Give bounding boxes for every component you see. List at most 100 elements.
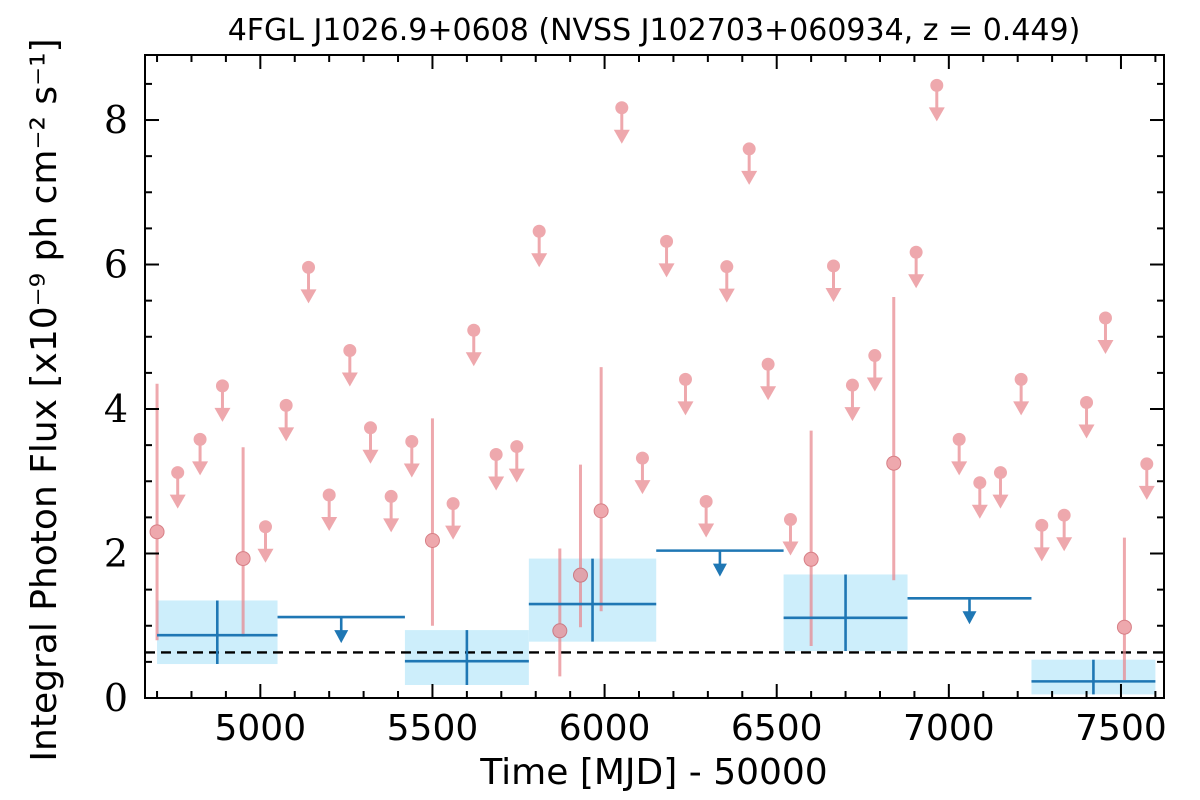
detection-point	[552, 623, 568, 639]
short-bin-upper-limit	[992, 466, 1009, 509]
short-bin-upper-limit	[278, 398, 295, 442]
upper-limit-arrow	[192, 461, 209, 476]
short-bin-upper-limit	[634, 451, 651, 495]
short-bin-upper-limit	[169, 466, 186, 509]
upper-limit-point	[993, 466, 1007, 480]
short-bin-upper-limit	[1013, 372, 1030, 416]
long-bin-upper-limit	[907, 596, 1032, 625]
long-bin-detection	[157, 600, 278, 665]
upper-limit-point	[489, 448, 503, 462]
upper-limit-point	[1080, 396, 1094, 410]
upper-limit-arrow	[971, 504, 988, 519]
x-tick-label: 6000	[559, 708, 651, 749]
long-bin-detection	[404, 630, 529, 685]
short-bin-upper-limit	[341, 343, 358, 387]
long-bin-upper-limit	[277, 615, 405, 644]
short-bin-upper-limit	[383, 489, 400, 533]
upper-limit-point	[467, 323, 481, 337]
x-axis-label: Time [MJD] - 50000	[479, 752, 827, 793]
upper-limit-point	[343, 343, 357, 357]
upper-limit-arrow	[465, 352, 482, 367]
detection-point	[1116, 619, 1132, 635]
short-bin-detection	[1116, 537, 1132, 680]
y-tick-label: 4	[104, 387, 128, 431]
long-bin-upper-limit	[656, 549, 784, 577]
y-tick-label: 2	[104, 532, 128, 576]
x-tick-label: 5500	[387, 708, 479, 749]
upper-limit-arrow	[383, 518, 400, 533]
long-bin-detection	[783, 574, 908, 652]
detection-point	[572, 567, 588, 583]
upper-limit-arrow	[300, 289, 317, 304]
short-bin-upper-limit	[760, 357, 777, 401]
upper-limit-arrow	[403, 463, 420, 478]
short-bin-upper-limit	[465, 323, 482, 367]
long-bin-ul-arrow	[962, 611, 977, 625]
upper-limit-point	[783, 513, 797, 527]
short-bin-upper-limit	[782, 513, 799, 556]
upper-limit-point	[635, 451, 649, 465]
upper-limit-arrow	[1097, 339, 1114, 354]
short-bin-detection	[572, 464, 588, 628]
short-bin-upper-limit	[192, 432, 209, 476]
upper-limit-arrow	[782, 541, 799, 556]
x-tick-label: 7500	[1075, 708, 1167, 749]
short-bin-upper-limit	[844, 378, 861, 422]
short-bin-upper-limit	[445, 497, 462, 540]
upper-limit-arrow	[634, 480, 651, 495]
upper-limit-point	[909, 245, 923, 259]
short-bin-upper-limit	[908, 245, 925, 289]
upper-limit-arrow	[257, 548, 274, 563]
upper-limit-point	[193, 432, 207, 446]
upper-limit-arrow	[169, 494, 186, 509]
plot-frame	[144, 54, 1165, 699]
x-tick-label: 6500	[731, 708, 823, 749]
upper-limit-point	[258, 520, 272, 534]
upper-limit-arrow	[658, 263, 675, 278]
detection-point	[593, 503, 609, 519]
upper-limit-arrow	[992, 494, 1009, 509]
upper-limit-point	[446, 497, 460, 511]
short-bin-upper-limit	[741, 142, 758, 185]
short-bin-upper-limit	[866, 349, 883, 392]
short-bin-detection	[803, 430, 819, 646]
chart-title: 4FGL J1026.9+0608 (NVSS J102703+060934, …	[228, 13, 1081, 48]
upper-limit-arrow	[278, 427, 295, 442]
upper-limit-point	[1098, 311, 1112, 325]
short-bin-upper-limit	[214, 379, 231, 422]
short-bin-upper-limit	[658, 234, 675, 278]
long-bin-ul-arrow	[712, 563, 727, 577]
upper-limit-point	[279, 398, 293, 412]
upper-limit-arrow	[362, 449, 379, 464]
long-bin-ul-arrow	[334, 630, 349, 644]
y-tick-label: 6	[104, 243, 128, 287]
upper-limit-point	[678, 372, 692, 386]
upper-limit-arrow	[321, 516, 338, 531]
upper-limit-point	[1057, 508, 1071, 522]
short-bin-detection	[552, 548, 568, 677]
upper-limit-arrow	[531, 253, 548, 268]
upper-limit-point	[384, 489, 398, 503]
short-bin-upper-limit	[257, 520, 274, 563]
upper-limit-point	[868, 349, 882, 363]
x-tick-label: 7000	[903, 708, 995, 749]
upper-limit-point	[1140, 457, 1154, 471]
short-bin-detection	[593, 367, 609, 612]
upper-limit-arrow	[718, 288, 735, 303]
upper-limit-point	[322, 488, 336, 502]
upper-limit-point	[720, 260, 734, 274]
short-bin-detection	[886, 297, 902, 581]
y-axis-label: Integral Photon Flux [x10⁻⁹ ph cm⁻² s⁻¹]	[24, 38, 65, 761]
upper-limit-arrow	[508, 468, 525, 483]
upper-limit-arrow	[445, 525, 462, 540]
upper-limit-arrow	[951, 461, 968, 476]
upper-limit-point	[761, 357, 775, 371]
x-tick-label: 5000	[215, 708, 307, 749]
short-bin-upper-limit	[488, 448, 505, 491]
upper-limit-arrow	[908, 274, 925, 289]
upper-limit-point	[952, 432, 966, 446]
short-bin-upper-limit	[1078, 396, 1095, 439]
short-bin-upper-limit	[1033, 518, 1050, 562]
upper-limit-arrow	[1033, 547, 1050, 562]
